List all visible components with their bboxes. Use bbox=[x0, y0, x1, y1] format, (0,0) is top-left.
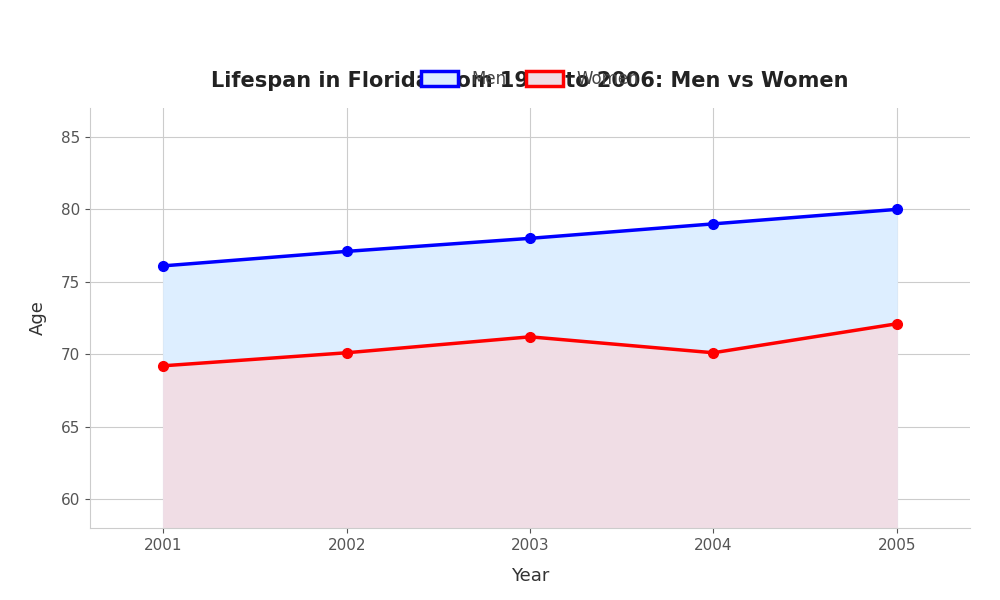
X-axis label: Year: Year bbox=[511, 566, 549, 584]
Legend: Men, Women: Men, Women bbox=[413, 62, 647, 97]
Title: Lifespan in Florida from 1982 to 2006: Men vs Women: Lifespan in Florida from 1982 to 2006: M… bbox=[211, 71, 849, 91]
Y-axis label: Age: Age bbox=[29, 301, 47, 335]
